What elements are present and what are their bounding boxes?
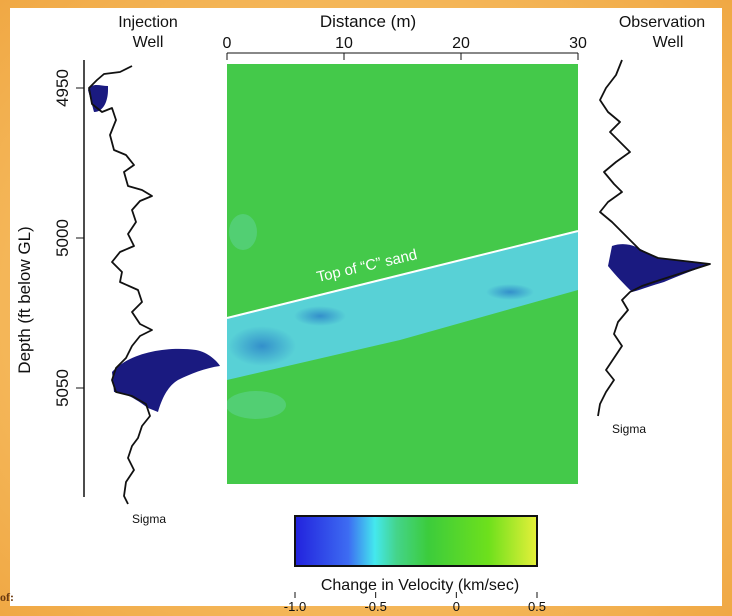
y-axis-label: Depth (ft below GL)	[15, 226, 34, 373]
faint-patch-2	[229, 214, 257, 250]
velocity-low-patch-3	[486, 284, 534, 300]
right-log-curve-label: Sigma	[612, 422, 646, 436]
colorbar-ticks: -1.0 -0.5 0 0.5	[284, 592, 546, 614]
x-tick-label-3: 30	[569, 35, 587, 52]
colorbar-tick-label-3: 0.5	[528, 599, 546, 614]
left-log-curve	[88, 65, 153, 505]
right-log-title-1: Observation	[619, 14, 705, 31]
left-log-curve-label: Sigma	[132, 512, 166, 526]
x-ticks: 0 10 20 30	[223, 35, 587, 60]
colorbar-tick-label-2: 0	[453, 599, 460, 614]
velocity-low-patch	[228, 326, 296, 366]
left-log-title-1: Injection	[118, 14, 178, 31]
right-log-title-2: Well	[653, 34, 684, 51]
x-tick-label-2: 20	[452, 35, 470, 52]
x-axis-label: Distance (m)	[320, 12, 416, 31]
faint-patch	[227, 391, 286, 419]
colorbar-tick-label-0: -1.0	[284, 599, 306, 614]
velocity-map	[227, 64, 578, 484]
colorbar-label: Change in Velocity (km/sec)	[321, 577, 519, 594]
y-ticks: 4950 5000 5050	[53, 69, 84, 407]
x-tick-label-1: 10	[335, 35, 353, 52]
right-log-curve	[597, 59, 711, 417]
left-log-shade-bottom	[112, 348, 220, 412]
velocity-low-patch-2	[294, 306, 346, 326]
corner-text: of:	[0, 590, 14, 604]
y-tick-label-2: 5050	[53, 369, 72, 407]
y-tick-label-0: 4950	[53, 69, 72, 107]
x-tick-label-0: 0	[223, 35, 232, 52]
colorbar-tick-label-1: -0.5	[364, 599, 386, 614]
top-of-c-sand-line	[226, 230, 579, 319]
velocity-anomaly-band	[227, 231, 578, 380]
left-log-title-2: Well	[133, 34, 164, 51]
colorbar	[294, 515, 538, 567]
y-tick-label-1: 5000	[53, 219, 72, 257]
right-log-shade	[608, 244, 710, 292]
